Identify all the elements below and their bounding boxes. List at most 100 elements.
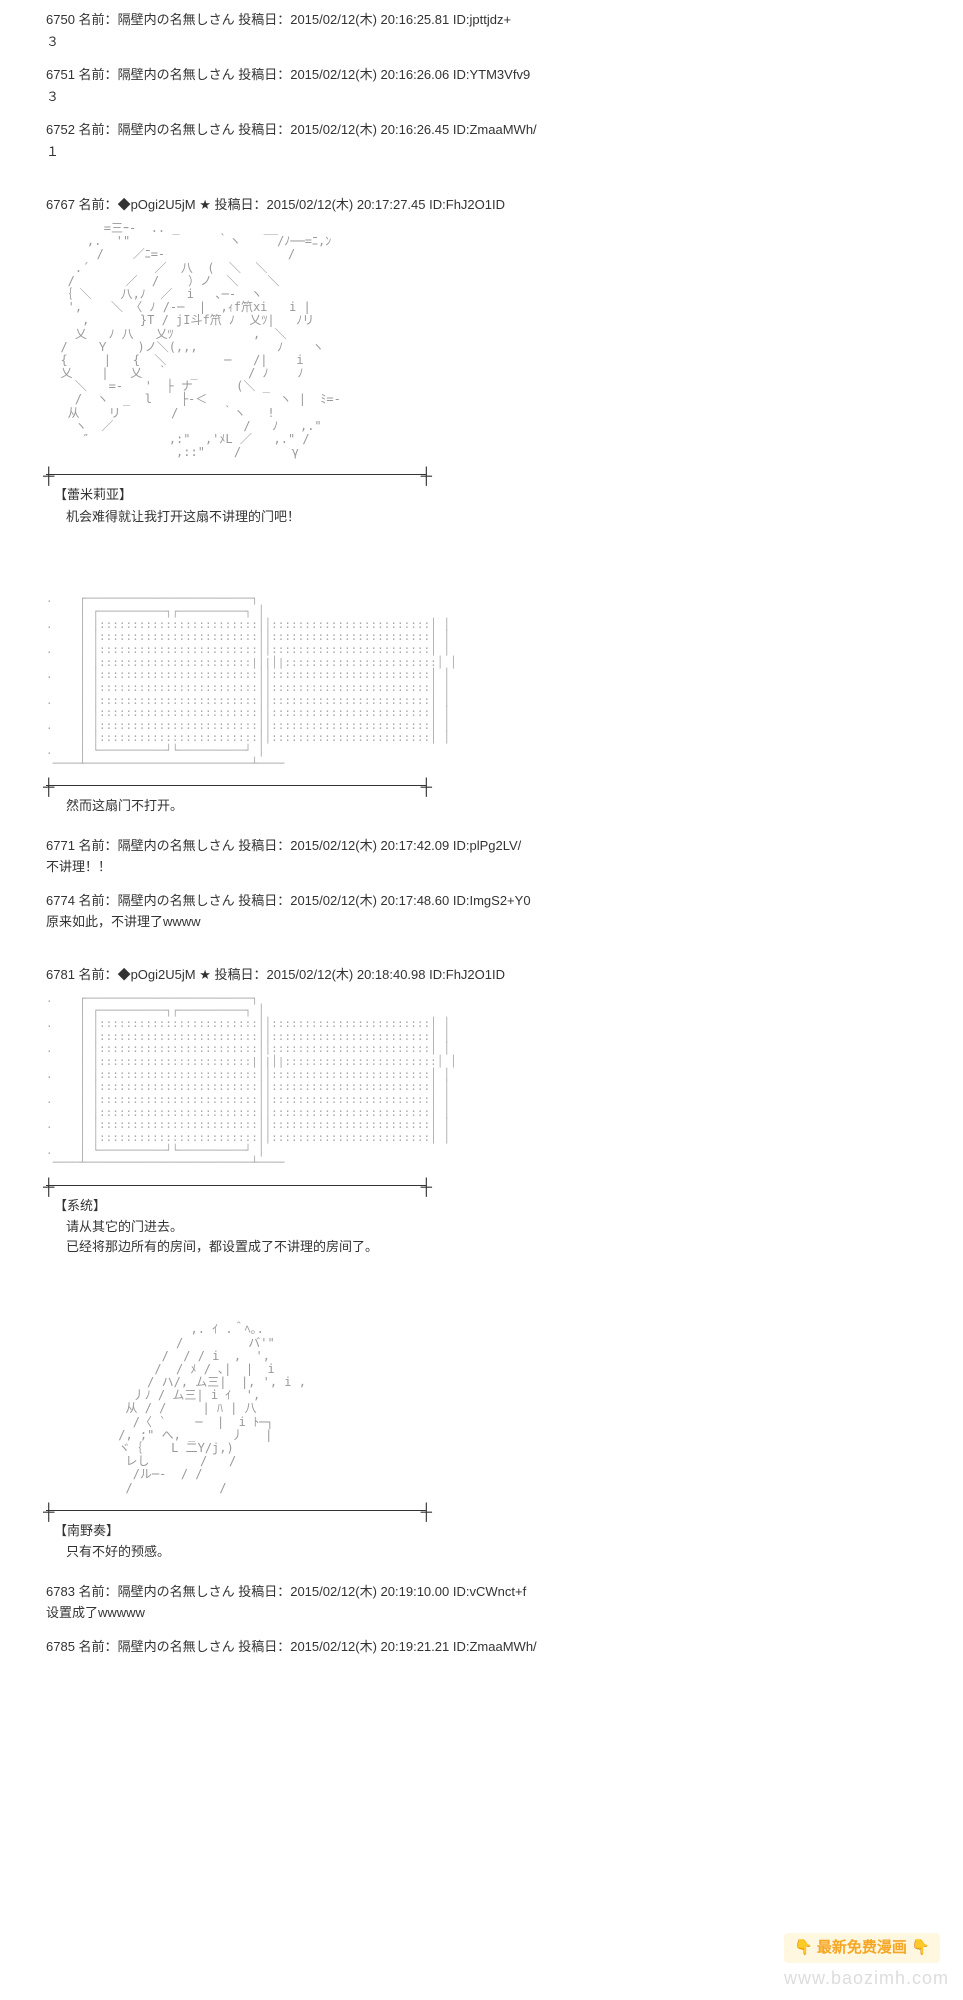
poster-name: 隔壁内の名無しさん (118, 1584, 235, 1599)
post-number: 6752 (46, 122, 75, 137)
name-prefix: 名前： (79, 893, 118, 908)
poster-name: 隔壁内の名無しさん (118, 838, 235, 853)
post-header: 6767 名前：◆pOgi2U5jM ★ 投稿日：2015/02/12(木) 2… (46, 195, 963, 215)
watermark: 👇 最新免费漫画 👇 www.baozimh.com (784, 1933, 949, 1993)
point-down-icon: 👇 (794, 1939, 813, 1956)
speech-text: 只有不好的预感。 (54, 1542, 476, 1562)
post: 6783 名前：隔壁内の名無しさん 投稿日：2015/02/12(木) 20:1… (46, 1582, 963, 1623)
id-prefix: ID: (453, 12, 470, 27)
post: 6781 名前：◆pOgi2U5jM ★ 投稿日：2015/02/12(木) 2… (46, 965, 963, 1561)
date-prefix: 投稿日： (238, 1584, 290, 1599)
post-number: 6785 (46, 1639, 75, 1654)
post-header: 6771 名前：隔壁内の名無しさん 投稿日：2015/02/12(木) 20:1… (46, 836, 963, 856)
speech-block: 【系统】 请从其它的门进去。 已经将那边所有的房间，都设置成了不讲理的房间了。 (54, 1196, 476, 1257)
post: 6771 名前：隔壁内の名無しさん 投稿日：2015/02/12(木) 20:1… (46, 836, 963, 877)
post-id: ImgS2+Y0 (469, 893, 530, 908)
post-date: 2015/02/12(木) 20:16:25.81 (290, 12, 449, 27)
post-number: 6751 (46, 67, 75, 82)
post-number: 6750 (46, 12, 75, 27)
poster-name: 隔壁内の名無しさん (118, 1639, 235, 1654)
post-body: 原来如此，不讲理了wwww (46, 912, 963, 932)
point-down-icon: 👇 (911, 1939, 930, 1956)
post-date: 2015/02/12(木) 20:16:26.06 (290, 67, 449, 82)
post-number: 6774 (46, 893, 75, 908)
post-number: 6783 (46, 1584, 75, 1599)
id-prefix: ID: (453, 893, 470, 908)
date-prefix: 投稿日： (238, 122, 290, 137)
poster-name: 隔壁内の名無しさん (118, 893, 235, 908)
post-id: FhJ2O1ID (446, 197, 505, 212)
post-id: FhJ2O1ID (446, 967, 505, 982)
speech-block: 然而这扇门不打开。 (54, 796, 476, 816)
post-id: ZmaaMWh/ (469, 122, 536, 137)
post-id: plPg2LV/ (469, 838, 521, 853)
date-prefix: 投稿日： (214, 197, 266, 212)
post-number: 6767 (46, 197, 75, 212)
post: 6774 名前：隔壁内の名無しさん 投稿日：2015/02/12(木) 20:1… (46, 891, 963, 932)
watermark-banner: 👇 最新免费漫画 👇 (784, 1933, 940, 1964)
poster-name: ◆pOgi2U5jM ★ (118, 197, 211, 212)
speaker-name: 【南野奏】 (54, 1521, 476, 1541)
name-prefix: 名前： (79, 1584, 118, 1599)
poster-name: 隔壁内の名無しさん (118, 67, 235, 82)
id-prefix: ID: (429, 967, 446, 982)
post-date: 2015/02/12(木) 20:17:48.60 (290, 893, 449, 908)
name-prefix: 名前： (79, 838, 118, 853)
post-body: 设置成了wwwww (46, 1603, 963, 1623)
post-date: 2015/02/12(木) 20:17:42.09 (290, 838, 449, 853)
date-prefix: 投稿日： (214, 967, 266, 982)
speech-block: 【蕾米莉亚】 机会难得就让我打开这扇不讲理的门吧！ (54, 485, 476, 526)
divider: ┼┼ (46, 778, 476, 792)
post-id: vCWnct+f (469, 1584, 526, 1599)
post-header: 6752 名前：隔壁内の名無しさん 投稿日：2015/02/12(木) 20:1… (46, 120, 963, 140)
speech-text: 然而这扇门不打开。 (54, 796, 476, 816)
date-prefix: 投稿日： (238, 1639, 290, 1654)
post: 6750 名前：隔壁内の名無しさん 投稿日：2015/02/12(木) 20:1… (46, 10, 963, 51)
post: 6751 名前：隔壁内の名無しさん 投稿日：2015/02/12(木) 20:1… (46, 65, 963, 106)
post-body: ３ (46, 32, 963, 52)
post-date: 2015/02/12(木) 20:19:21.21 (290, 1639, 449, 1654)
speech-text: 已经将那边所有的房间，都设置成了不讲理的房间了。 (54, 1237, 476, 1257)
post-body: ３ (46, 87, 963, 107)
ascii-art-door: . ┌─────────────────────────┐ │ ┌───────… (46, 593, 476, 770)
post-header: 6751 名前：隔壁内の名無しさん 投稿日：2015/02/12(木) 20:1… (46, 65, 963, 85)
name-prefix: 名前： (79, 967, 118, 982)
date-prefix: 投稿日： (238, 893, 290, 908)
watermark-text: 最新免费漫画 (817, 1939, 907, 1956)
post-header: 6781 名前：◆pOgi2U5jM ★ 投稿日：2015/02/12(木) 2… (46, 965, 963, 985)
post-id: ZmaaMWh/ (469, 1639, 536, 1654)
ascii-art-remilia: =三ｰ- .. _ __ ,. '" ｀ヽ /ﾉ──=ﾆ,ﾝ / ／ﾆ=- / … (46, 222, 476, 459)
poster-name: 隔壁内の名無しさん (118, 12, 235, 27)
divider: ┼┼ (46, 1178, 476, 1192)
name-prefix: 名前： (79, 1639, 118, 1654)
post-header: 6774 名前：隔壁内の名無しさん 投稿日：2015/02/12(木) 20:1… (46, 891, 963, 911)
id-prefix: ID: (453, 1584, 470, 1599)
post-date: 2015/02/12(木) 20:18:40.98 (267, 967, 426, 982)
ascii-art-kanade: ,. ｲ .＾ﾍ｡. / バ'" / / / i , ', / / ﾒ / ､|… (46, 1323, 476, 1494)
id-prefix: ID: (453, 122, 470, 137)
post: 6785 名前：隔壁内の名無しさん 投稿日：2015/02/12(木) 20:1… (46, 1637, 963, 1657)
post-date: 2015/02/12(木) 20:17:27.45 (267, 197, 426, 212)
poster-name: 隔壁内の名無しさん (118, 122, 235, 137)
post-date: 2015/02/12(木) 20:16:26.45 (290, 122, 449, 137)
speaker-name: 【蕾米莉亚】 (54, 485, 476, 505)
post-number: 6781 (46, 967, 75, 982)
ascii-art-door: . ┌─────────────────────────┐ │ ┌───────… (46, 993, 476, 1170)
speech-text: 机会难得就让我打开这扇不讲理的门吧！ (54, 507, 476, 527)
post-id: jpttjdz+ (469, 12, 511, 27)
post: 6767 名前：◆pOgi2U5jM ★ 投稿日：2015/02/12(木) 2… (46, 195, 963, 816)
post-header: 6750 名前：隔壁内の名無しさん 投稿日：2015/02/12(木) 20:1… (46, 10, 963, 30)
post-header: 6785 名前：隔壁内の名無しさん 投稿日：2015/02/12(木) 20:1… (46, 1637, 963, 1657)
post-id: YTM3Vfv9 (469, 67, 530, 82)
watermark-url: www.baozimh.com (784, 1965, 949, 1992)
id-prefix: ID: (429, 197, 446, 212)
speech-text: 请从其它的门进去。 (54, 1217, 476, 1237)
speaker-name: 【系统】 (54, 1196, 476, 1216)
post-number: 6771 (46, 838, 75, 853)
post-date: 2015/02/12(木) 20:19:10.00 (290, 1584, 449, 1599)
name-prefix: 名前： (79, 12, 118, 27)
date-prefix: 投稿日： (238, 838, 290, 853)
id-prefix: ID: (453, 1639, 470, 1654)
id-prefix: ID: (453, 67, 470, 82)
post-body: 不讲理！！ (46, 857, 963, 877)
